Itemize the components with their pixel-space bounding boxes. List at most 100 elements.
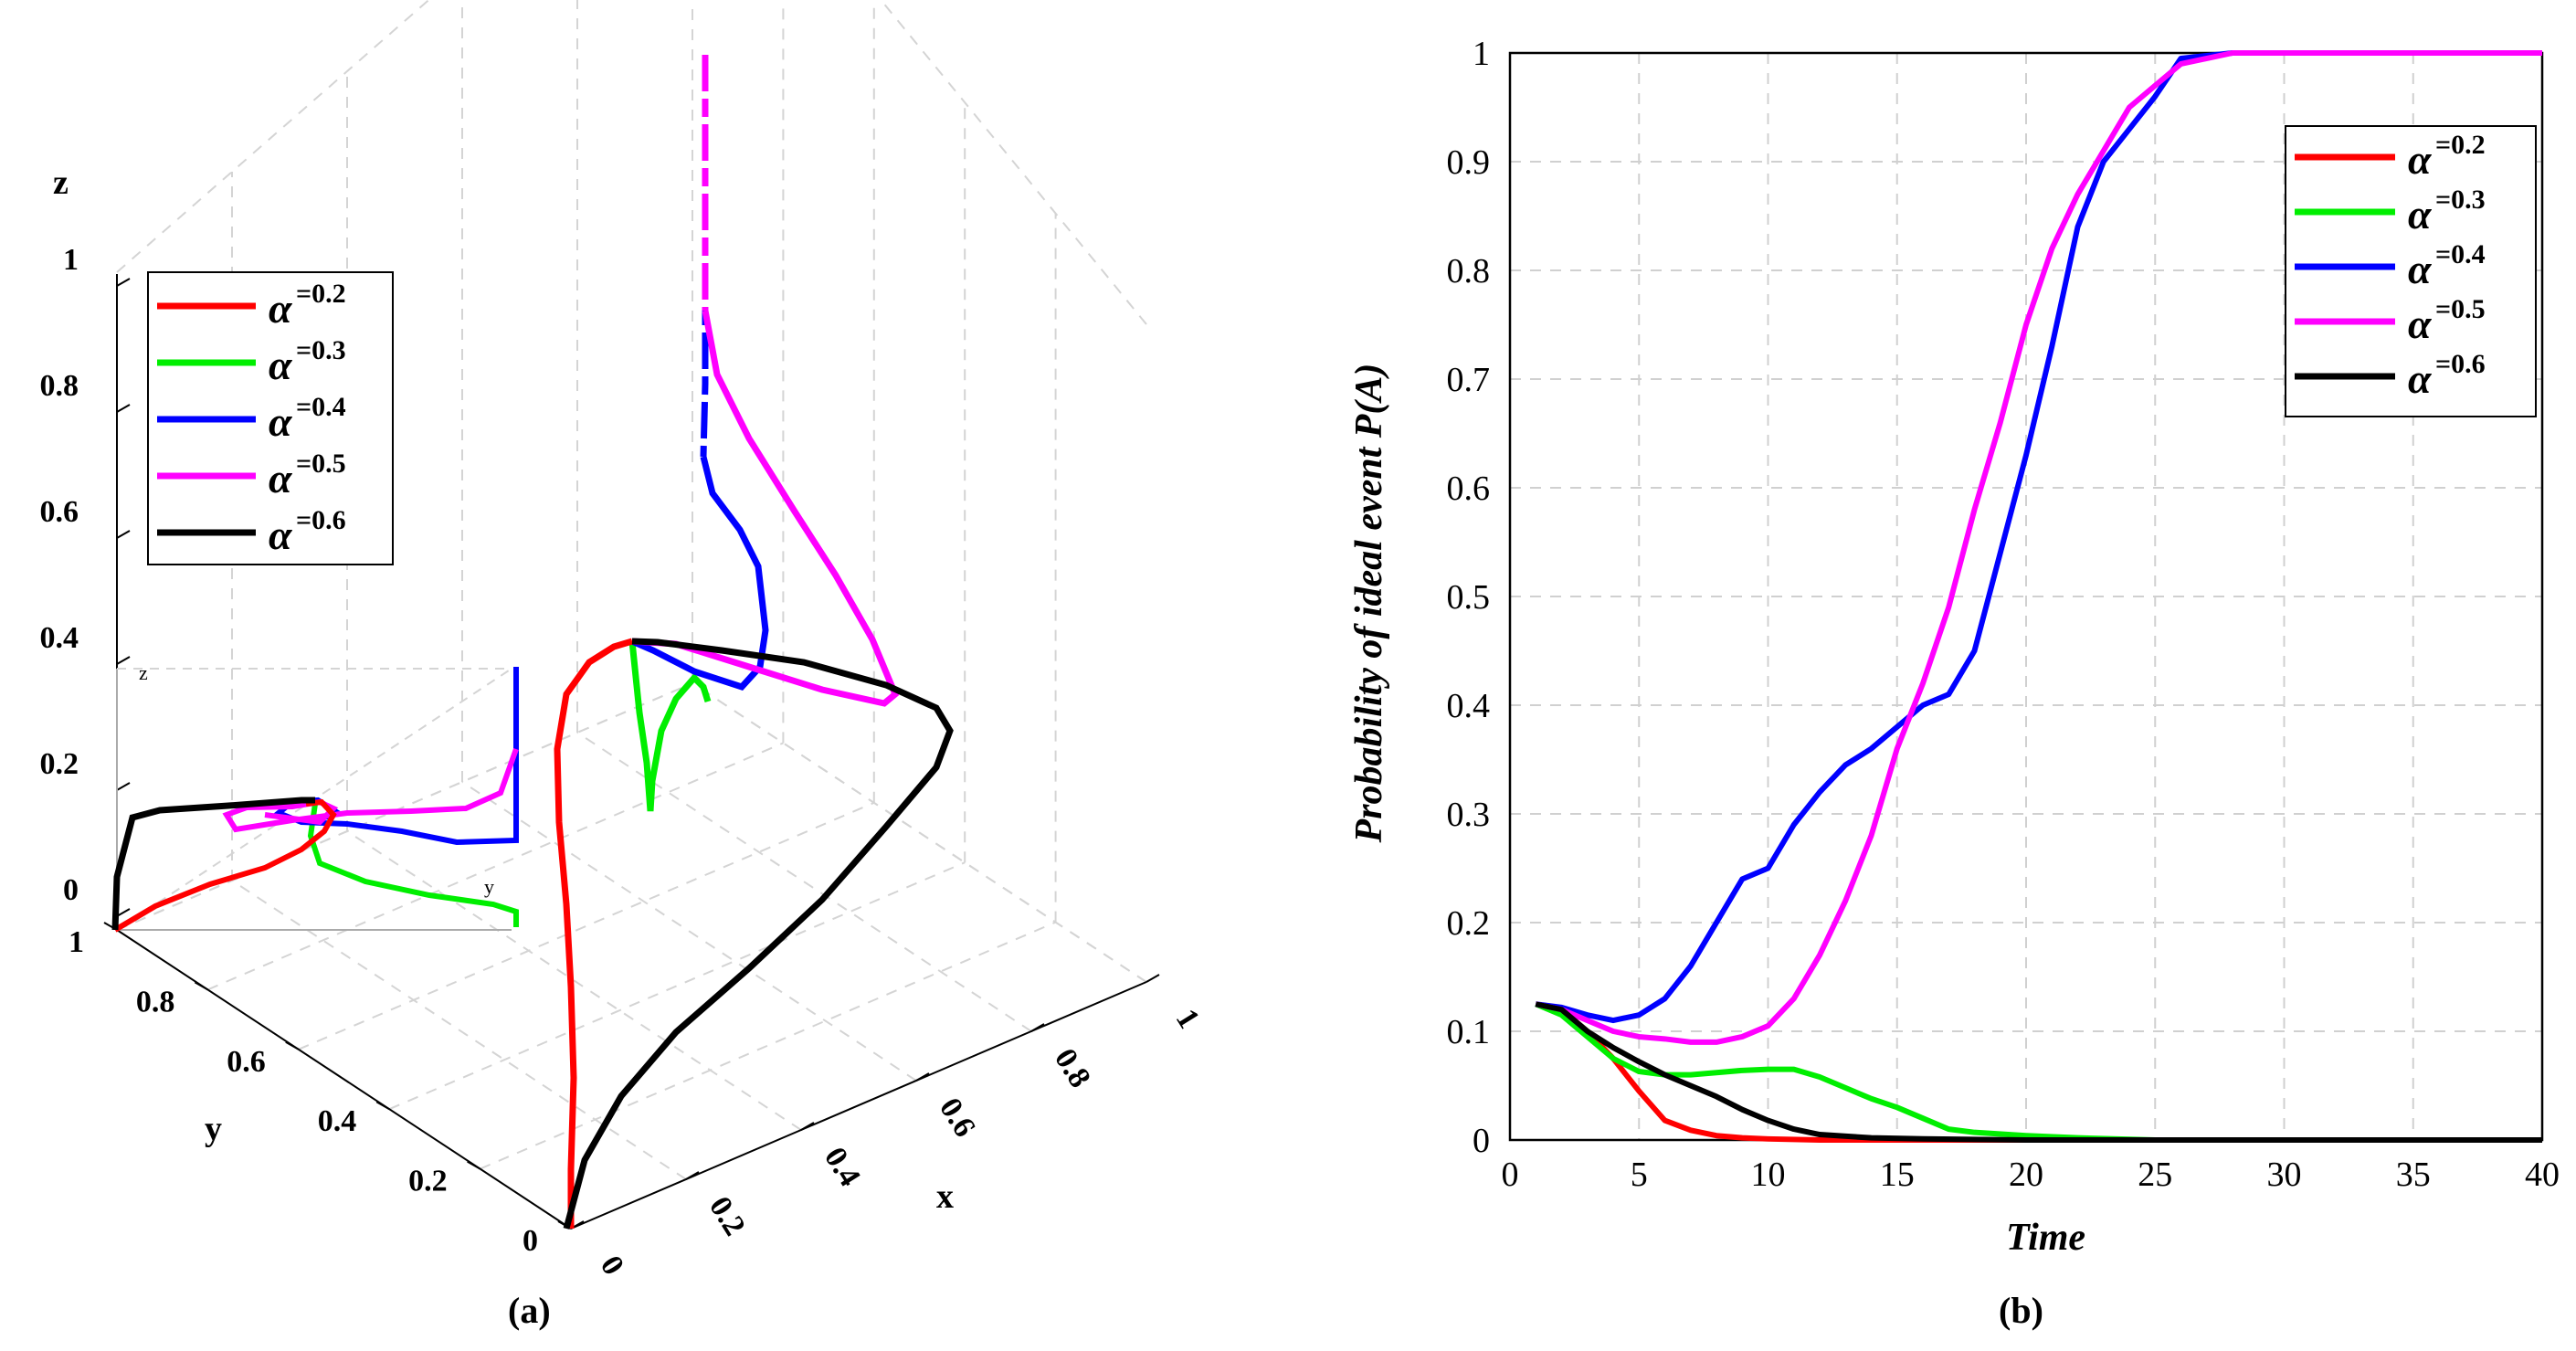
legend-symbol: α <box>2408 191 2433 237</box>
grid-line <box>346 830 802 1131</box>
legend-symbol: α <box>2408 301 2433 347</box>
x-tick-label: 30 <box>2267 1156 2302 1194</box>
y-tick-label: 0.5 <box>1447 578 1491 617</box>
panel-b-tick-labels: 0 5 10 15 20 25 30 35 40 0 0.1 0.2 0.3 0.4 0.5 0.6 0.7 0.… <box>1447 35 2560 1194</box>
panel-b-legend: α =0.2α =0.3α =0.4α =0.5α =0.6 <box>2285 125 2537 417</box>
panel-a-legend: α =0.2α =0.3α =0.4α =0.5α =0.6 <box>147 271 394 565</box>
y-tick-label: 0.6 <box>227 1045 266 1079</box>
grid-line <box>207 742 784 991</box>
grid-line <box>388 861 966 1111</box>
panel-a-y-axis-title: y <box>205 1110 222 1148</box>
y-tick-label: 1 <box>69 925 84 959</box>
y-tick-label: 1 <box>1473 35 1490 73</box>
curve-alpha-0.3 <box>628 640 712 812</box>
x-axis-line <box>570 981 1147 1230</box>
x-tick-label: 1 <box>1169 1003 1206 1034</box>
x-tick-label: 10 <box>1751 1156 1786 1194</box>
x-tick-label: 5 <box>1631 1156 1648 1194</box>
curve-alpha-0.4-lower <box>630 456 769 691</box>
panel-b-legend-box <box>2285 125 2537 417</box>
y-tick-label: 0 <box>523 1224 538 1258</box>
z-tick-mark <box>116 530 131 539</box>
panel-b-x-axis-title: Time <box>2006 1217 2085 1259</box>
legend-symbol: α <box>269 455 293 501</box>
inset-z-label: z <box>139 661 148 684</box>
x-tick-label: 0.4 <box>818 1142 867 1193</box>
y-tick-label: 0.2 <box>408 1165 448 1198</box>
panel-b-series <box>1535 50 2542 1143</box>
x-tick-label: 0 <box>594 1250 630 1281</box>
x-tick-label: 0.2 <box>702 1191 752 1242</box>
panel-a-z-axis-title: z <box>53 164 69 202</box>
z-tick-mark <box>116 782 131 791</box>
z-tick-mark <box>116 278 131 287</box>
z-tick-mark <box>116 404 131 413</box>
panel-b-caption: (b) <box>1999 1290 2043 1331</box>
y-tick-label: 0.6 <box>1447 470 1491 508</box>
grid-line <box>461 781 917 1082</box>
y-tick-label: 0.3 <box>1447 796 1491 834</box>
y-tick-mark <box>467 1160 481 1170</box>
panel-b-gridlines <box>1510 53 2542 1140</box>
legend-label: =0.3 <box>2435 185 2486 215</box>
y-tick-label: 0.4 <box>1447 687 1491 725</box>
legend-symbol: α <box>2408 355 2433 402</box>
panel-a-caption: (a) <box>508 1290 551 1331</box>
grid-line <box>480 921 1056 1170</box>
z-tick-label: 0.8 <box>40 369 79 403</box>
y-tick-label: 0.8 <box>136 985 175 1019</box>
x-tick-label: 0.6 <box>933 1092 982 1144</box>
panel-a-3d-plot: 0 0.2 0.4 0.6 0.8 1 0 0.2 0.4 0.6 0.8 1 0 0.2 0.4 0.6 0.… <box>40 0 1206 1331</box>
z-tick-label: 0 <box>63 873 79 907</box>
legend-label: =0.2 <box>2435 130 2486 160</box>
x-tick-label: 40 <box>2525 1156 2560 1194</box>
series-line <box>1535 1001 2542 1143</box>
y-tick-label: 0 <box>1473 1122 1490 1160</box>
y-tick-label: 0.4 <box>318 1104 357 1138</box>
z-tick-label: 0.2 <box>40 747 79 781</box>
inset-line-black <box>111 797 315 931</box>
curve-alpha-0.6 <box>563 638 954 1230</box>
curve-alpha-0.2 <box>554 638 634 1229</box>
y-tick-mark <box>285 1040 300 1050</box>
y-tick-mark <box>375 1101 390 1111</box>
y-tick-label: 0.7 <box>1447 361 1491 399</box>
x-tick-label: 0.8 <box>1048 1043 1097 1094</box>
z-tick-label: 1 <box>63 243 79 277</box>
x-tick-label: 0 <box>1502 1156 1519 1194</box>
panel-b-line-chart: 0 5 10 15 20 25 30 35 40 0 0.1 0.2 0.3 0.4 0.5 0.6 0.7 0.… <box>1348 35 2560 1331</box>
legend-symbol: α <box>2408 246 2433 292</box>
grid-line <box>298 801 875 1050</box>
x-tick-mark <box>915 1072 930 1082</box>
z-tick-mark <box>116 656 131 665</box>
x-tick-label: 20 <box>2009 1156 2043 1194</box>
legend-label: =0.4 <box>296 392 346 422</box>
y-tick-mark <box>194 981 208 991</box>
panel-a-inset: z y <box>111 661 519 933</box>
x-tick-label: 25 <box>2138 1156 2172 1194</box>
legend-label: =0.3 <box>296 335 346 365</box>
legend-symbol: α <box>269 398 293 445</box>
panel-a-gridlines <box>116 0 1147 1180</box>
inset-line-red <box>113 798 337 933</box>
series-line <box>1535 50 2542 1045</box>
y-axis-line <box>116 929 572 1230</box>
grid-line <box>692 682 1147 983</box>
grid-edge <box>880 0 1147 325</box>
x-tick-label: 35 <box>2396 1156 2431 1194</box>
x-tick-label: 15 <box>1880 1156 1915 1194</box>
x-tick-mark <box>1145 974 1160 983</box>
inset-y-label: y <box>484 875 494 898</box>
legend-symbol: α <box>269 512 293 558</box>
y-tick-label: 0.1 <box>1447 1013 1491 1051</box>
series-line <box>1535 1001 2542 1143</box>
z-tick-mark <box>116 908 131 917</box>
curve-alpha-0.5-lower <box>631 310 900 707</box>
y-tick-label: 0.8 <box>1447 252 1491 290</box>
grid-edge <box>116 0 430 273</box>
legend-label: =0.4 <box>2435 239 2486 269</box>
legend-label: =0.2 <box>296 279 346 309</box>
panel-a-x-axis-title: x <box>936 1177 954 1216</box>
y-tick-label: 0.9 <box>1447 143 1491 182</box>
